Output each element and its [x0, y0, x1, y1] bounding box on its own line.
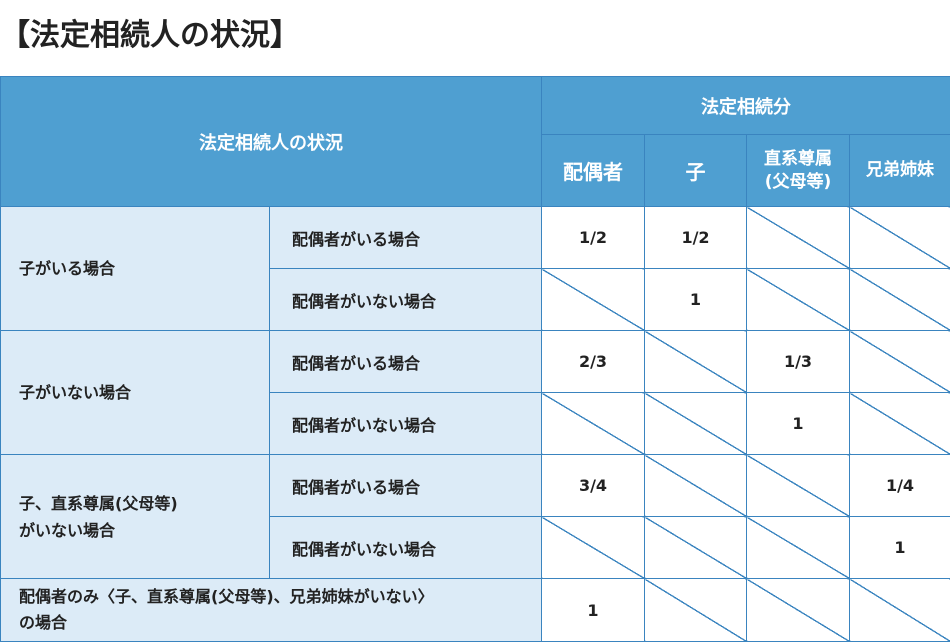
cell-child-na	[645, 331, 747, 393]
inheritance-share-table: 法定相続人の状況 法定相続分 配偶者 子 直系尊属 (父母等) 兄弟姉妹 子がいる…	[0, 76, 950, 642]
cell-ascendant-na	[747, 579, 850, 642]
row-label: 配偶者がいない場合	[270, 517, 542, 579]
cell-ascendant: 1/3	[747, 331, 850, 393]
cell-spouse-na	[542, 517, 645, 579]
cell-ascendant: 1	[747, 393, 850, 455]
cell-spouse: 1/2	[542, 207, 645, 269]
cell-sibling-na	[850, 207, 950, 269]
cell-sibling-na	[850, 393, 950, 455]
cell-ascendant-na	[747, 269, 850, 331]
table-row: 配偶者のみ〈子、直系尊属(父母等)、兄弟姉妹がいない〉の場合 1	[1, 579, 950, 642]
group-label-spouse-only: 配偶者のみ〈子、直系尊属(父母等)、兄弟姉妹がいない〉の場合	[1, 579, 542, 642]
header-situation: 法定相続人の状況	[1, 77, 542, 207]
group-label-with-child: 子がいる場合	[1, 207, 270, 331]
cell-sibling-na	[850, 331, 950, 393]
cell-spouse: 3/4	[542, 455, 645, 517]
group-label-line2: がいない場合	[19, 521, 115, 540]
cell-sibling-na	[850, 269, 950, 331]
cell-ascendant-na	[747, 207, 850, 269]
cell-sibling-na	[850, 579, 950, 642]
cell-spouse: 1	[542, 579, 645, 642]
table-row: 子がいない場合 配偶者がいる場合 2/3 1/3	[1, 331, 950, 393]
cell-child-na	[645, 579, 747, 642]
cell-ascendant-na	[747, 455, 850, 517]
page-title: 【法定相続人の状況】	[0, 14, 300, 58]
cell-sibling: 1/4	[850, 455, 950, 517]
group-label-line1: 子、直系尊属(父母等)	[19, 494, 178, 513]
cell-sibling: 1	[850, 517, 950, 579]
cell-spouse: 2/3	[542, 331, 645, 393]
header-child: 子	[645, 135, 747, 207]
group-label-line1: 配偶者のみ〈子、直系尊属(父母等)、兄弟姉妹がいない〉	[19, 587, 434, 606]
group-label-no-child: 子がいない場合	[1, 331, 270, 455]
row-label: 配偶者がいない場合	[270, 393, 542, 455]
cell-ascendant-na	[747, 517, 850, 579]
cell-child: 1/2	[645, 207, 747, 269]
header-ascendant-line1: 直系尊属	[764, 149, 832, 169]
cell-child: 1	[645, 269, 747, 331]
group-label-line1: 子がいない場合	[19, 383, 131, 402]
table-row: 子がいる場合 配偶者がいる場合 1/2 1/2	[1, 207, 950, 269]
row-label: 配偶者がいない場合	[270, 269, 542, 331]
header-ascendant: 直系尊属 (父母等)	[747, 135, 850, 207]
group-label-line1: 子がいる場合	[19, 259, 115, 278]
cell-spouse-na	[542, 393, 645, 455]
cell-child-na	[645, 517, 747, 579]
cell-child-na	[645, 455, 747, 517]
cell-spouse-na	[542, 269, 645, 331]
header-spouse: 配偶者	[542, 135, 645, 207]
header-statutory-shares: 法定相続分	[542, 77, 950, 135]
group-label-no-child-no-ascendant: 子、直系尊属(父母等) がいない場合	[1, 455, 270, 579]
row-label: 配偶者がいる場合	[270, 455, 542, 517]
cell-child-na	[645, 393, 747, 455]
table-row: 子、直系尊属(父母等)がいない場合 配偶者がいる場合 3/4 1/4	[1, 455, 950, 517]
group-label-line2: の場合	[19, 613, 67, 632]
header-ascendant-line2: (父母等)	[765, 172, 832, 192]
row-label: 配偶者がいる場合	[270, 331, 542, 393]
row-label: 配偶者がいる場合	[270, 207, 542, 269]
header-sibling: 兄弟姉妹	[850, 135, 950, 207]
